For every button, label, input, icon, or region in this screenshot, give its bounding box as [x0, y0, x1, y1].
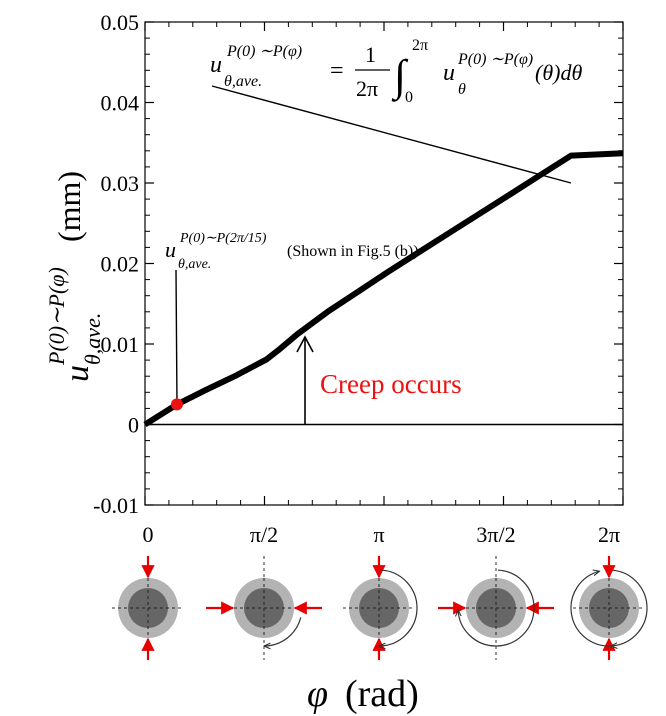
y-label-sup: P(0)∼P(φ)	[44, 267, 69, 366]
formula-int-lower: 0	[405, 89, 413, 106]
creep-arrow	[296, 335, 314, 425]
load-diagrams	[112, 556, 648, 660]
rotation-arc	[379, 569, 418, 646]
y-tick-label: -0.01	[93, 493, 139, 518]
plot-frame	[144, 21, 624, 506]
y-tick-label: 0.03	[101, 171, 140, 196]
point-label-note: (Shown in Fig.5 (b))	[287, 243, 419, 260]
x-tick-label: π/2	[250, 522, 278, 547]
formula-rhs-sup: P(0) ∼P(φ)	[457, 51, 533, 68]
y-label-symbol: u	[59, 365, 96, 382]
formula-lhs-base: u	[210, 52, 222, 78]
y-label-unit: (mm)	[51, 171, 87, 242]
y-tick-labels: -0.01 0 0.01 0.02 0.03 0.04 0.05	[93, 10, 139, 518]
y-label-sub: θ,ave.	[80, 313, 105, 365]
y-tick-label: 0.01	[101, 332, 140, 357]
rotation-arc	[264, 617, 302, 646]
point-label-base: u	[165, 237, 176, 262]
formula-integral: ∫	[391, 51, 409, 102]
formula-frac-den: 2π	[356, 76, 378, 101]
x-tick-label: 2π	[598, 522, 620, 547]
point-leader-line	[175, 269, 178, 400]
formula-equals: =	[330, 58, 344, 84]
formula-rhs-tail: (θ)dθ	[535, 60, 582, 85]
rotation-arc	[458, 569, 535, 647]
formula-leader-line	[211, 85, 572, 184]
average-formula: u P(0) ∼P(φ) θ,ave. = 1 2π ∫ 2π 0 u P(0)…	[210, 37, 582, 106]
y-tick-label: 0	[128, 413, 139, 438]
x-label-symbol: φ	[307, 673, 328, 715]
x-label-unit: (rad)	[345, 673, 419, 715]
y-axis-label: u P(0)∼P(φ) θ,ave. (mm)	[44, 171, 105, 382]
point-annotation: u P(0)∼P(2π/15) θ,ave. (Shown in Fig.5 (…	[165, 231, 419, 272]
load-diagram	[573, 556, 645, 660]
x-axis-label: φ (rad)	[307, 673, 419, 715]
formula-lhs-sup: P(0) ∼P(φ)	[226, 43, 302, 60]
formula-lhs-sub: θ,ave.	[224, 73, 262, 90]
point-label-sup: P(0)∼P(2π/15)	[179, 231, 267, 246]
y-tick-label: 0.04	[101, 91, 140, 116]
reference-point-marker	[170, 398, 183, 411]
rotation-arc	[611, 569, 648, 646]
y-tick-label: 0.05	[101, 10, 140, 35]
formula-int-upper: 2π	[412, 37, 428, 54]
x-tick-label: π	[373, 522, 384, 547]
formula-rhs-sub: θ	[458, 81, 466, 98]
axis-ticks	[144, 21, 624, 506]
rotation-arc	[570, 571, 611, 647]
creep-label: Creep occurs	[320, 369, 462, 399]
load-diagram	[228, 556, 300, 660]
formula-frac-num: 1	[365, 42, 376, 67]
x-tick-label: 3π/2	[476, 522, 515, 547]
point-label-sub: θ,ave.	[178, 257, 211, 272]
y-tick-label: 0.02	[101, 252, 140, 277]
formula-rhs-base: u	[443, 60, 455, 86]
load-diagram	[460, 556, 532, 660]
x-tick-label: 0	[143, 522, 154, 547]
data-series-line	[143, 150, 624, 428]
x-tick-labels: 0 π/2 π 3π/2 2π	[143, 522, 621, 547]
